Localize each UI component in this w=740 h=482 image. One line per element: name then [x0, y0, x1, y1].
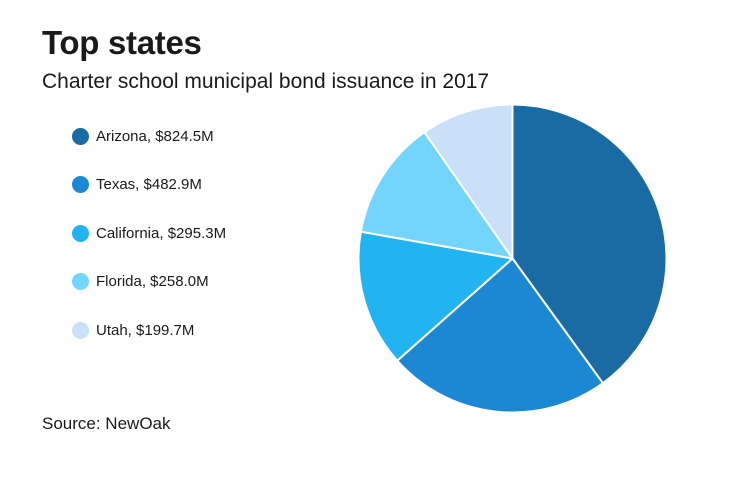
- pie-slice-arizona: [511, 103, 668, 385]
- legend-label-utah: Utah, $199.7M: [96, 321, 195, 339]
- legend-label-california: California, $295.3M: [96, 224, 227, 242]
- pie-slice-utah: [423, 103, 514, 260]
- legend-swatch-texas: [72, 176, 89, 193]
- legend-item-florida: Florida, $258.0M: [72, 270, 226, 294]
- legend: Arizona, $824.5M Texas, $482.9M Californ…: [72, 124, 226, 367]
- pie-slice-florida: [359, 131, 514, 260]
- pie-slice-texas: [396, 257, 604, 414]
- legend-label-florida: Florida, $258.0M: [96, 273, 209, 290]
- chart-subtitle: Charter school municipal bond issuance i…: [42, 70, 490, 93]
- legend-label-arizona: Arizona, $824.5M: [96, 127, 214, 145]
- legend-label-texas: Texas, $482.9M: [96, 176, 202, 193]
- chart-title: Top states: [42, 24, 202, 61]
- legend-swatch-arizona: [72, 127, 89, 145]
- source-note: Source: NewOak: [42, 414, 171, 433]
- legend-item-utah: Utah, $199.7M: [72, 318, 226, 342]
- legend-swatch-california: [72, 224, 89, 242]
- legend-item-arizona: Arizona, $824.5M: [72, 124, 226, 148]
- legend-item-texas: Texas, $482.9M: [72, 173, 226, 197]
- legend-swatch-utah: [72, 321, 89, 339]
- pie-slice-california: [357, 230, 514, 362]
- legend-item-california: California, $295.3M: [72, 221, 226, 245]
- legend-swatch-florida: [72, 273, 89, 290]
